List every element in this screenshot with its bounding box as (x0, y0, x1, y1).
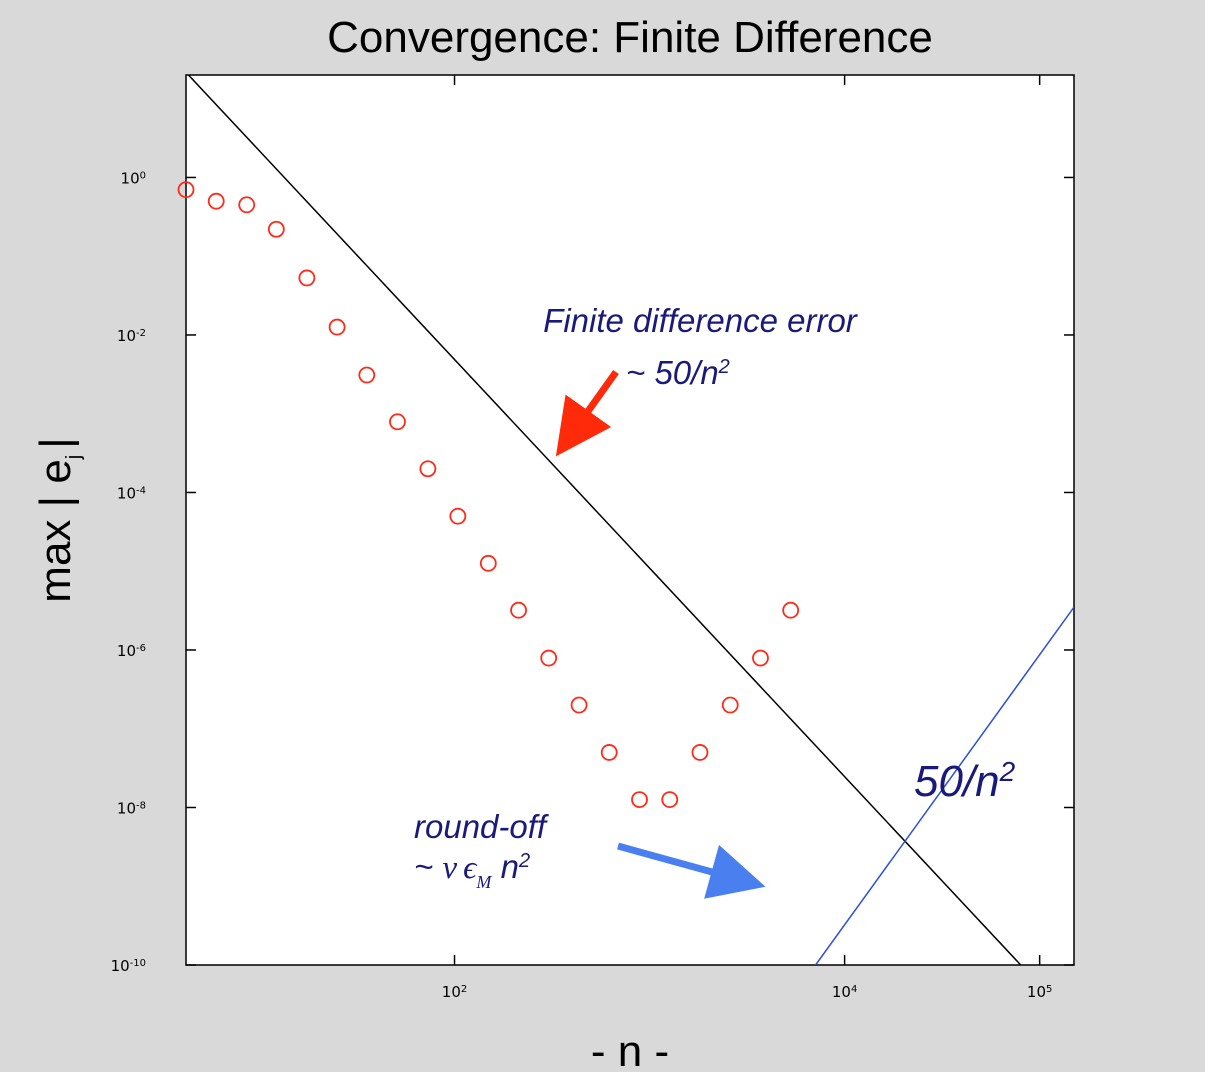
data-point (540, 649, 558, 667)
y-tick-label: 10-4 (117, 484, 146, 502)
y-tick-label: 10-10 (111, 957, 146, 975)
data-points (177, 181, 800, 808)
data-point (479, 554, 497, 572)
axes: 102 104 105 100 10-2 10-4 10-6 10-8 10-10 (111, 75, 1074, 1001)
big-formula-label: 50/n2 (914, 756, 1016, 807)
chart-title: Convergence: Finite Difference (327, 13, 933, 62)
fit-lines (187, 75, 1074, 965)
data-point (661, 791, 679, 808)
x-axis-label: - n - (591, 1027, 669, 1072)
data-point (177, 181, 195, 199)
data-point (419, 460, 437, 478)
plot-area (185, 74, 1075, 966)
data-point (328, 318, 346, 336)
x-tick-label: 105 (1027, 983, 1052, 1001)
data-point (389, 413, 406, 431)
data-point (631, 791, 648, 808)
round-off-label: round-off (414, 808, 550, 845)
x-tick-label: 104 (832, 983, 857, 1001)
data-point (600, 744, 618, 761)
round-off-arrow (617, 842, 766, 899)
data-point (449, 507, 467, 525)
data-point (721, 696, 739, 714)
data-point (510, 601, 527, 619)
data-point (238, 196, 256, 214)
data-point (207, 192, 225, 210)
data-point (298, 269, 316, 287)
fd-error-label: Finite difference error (543, 302, 859, 339)
y-tick-label: 10-6 (117, 642, 146, 660)
data-point (358, 366, 376, 384)
fd-error-formula: ~ 50/n2 (626, 354, 730, 391)
y-tick-label: 10-2 (117, 327, 146, 345)
data-point (782, 601, 800, 619)
data-point (267, 220, 285, 238)
x-tick-label: 102 (442, 983, 467, 1001)
fd-error-arrow (555, 369, 619, 457)
round-off-line (814, 606, 1074, 965)
truncation-error-line (187, 75, 1022, 965)
y-tick-label: 100 (121, 169, 146, 187)
data-point (570, 696, 588, 714)
y-tick-label: 10-8 (117, 799, 146, 817)
data-point (691, 744, 709, 761)
data-point (752, 649, 769, 667)
round-off-formula: ~ ν ϵM n2 (414, 848, 530, 892)
y-axis-label: max | ej| (31, 437, 85, 602)
